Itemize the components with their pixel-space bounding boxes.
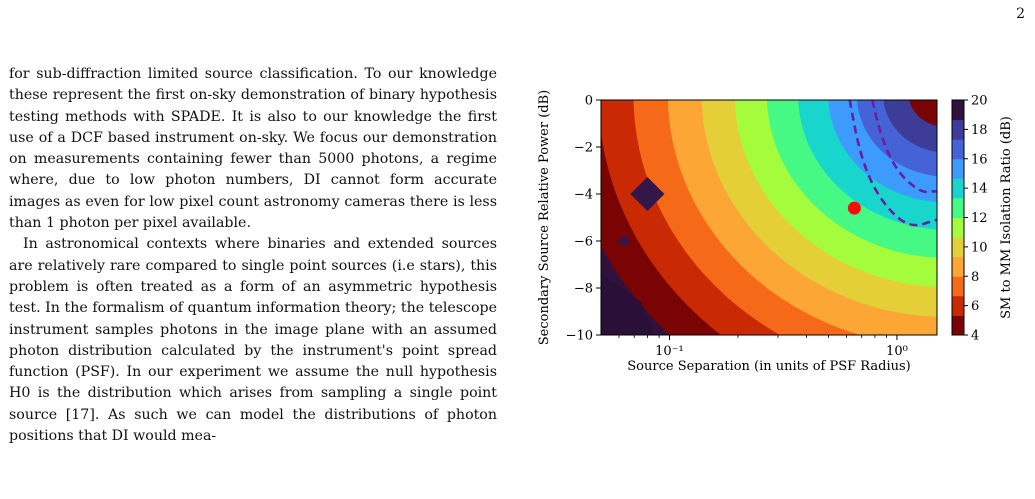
colorbar-segment [952, 178, 964, 199]
paragraph-2: In astronomical contexts where binaries … [9, 236, 497, 445]
colorbar-tick-label: 14 [971, 182, 988, 197]
colorbar-segment [952, 100, 964, 121]
text-column: for sub-diffraction limited source class… [9, 64, 497, 499]
y-tick-label: 0 [585, 94, 593, 109]
colorbar-segment [952, 295, 964, 316]
contour-artifact [601, 273, 654, 335]
y-tick-label: −4 [574, 188, 593, 203]
x-tick-label: 10⁰ [886, 344, 908, 359]
colorbar-tick-label: 8 [971, 270, 979, 285]
colorbar-segment [952, 139, 964, 160]
colorbar-segment [952, 158, 964, 179]
colorbar-tick-label: 12 [971, 211, 988, 226]
contour-artifact [617, 235, 630, 247]
colorbar-tick-label: 20 [971, 94, 988, 109]
colorbar-segment [952, 217, 964, 238]
colorbar-tick-label: 18 [971, 123, 988, 138]
contour-band [923, 100, 937, 114]
isolation-ratio-figure: 0 −2 −4 −6 −8 −10 10⁻¹ 10⁰ 20 18 16 14 12 10 8 6 4 Sourc… [537, 90, 1014, 374]
colorbar-label: SM to MM Isolation Ratio (dB) [999, 116, 1014, 319]
contour-artifact [630, 177, 665, 211]
colorbar-segment [952, 237, 964, 258]
plot-frame [600, 99, 938, 336]
x-tick-label: 10⁻¹ [655, 344, 684, 359]
y-tick-label: −10 [566, 329, 593, 344]
colorbar-tick-label: 4 [971, 329, 979, 344]
y-tick-label: −2 [574, 141, 593, 156]
dashed-contour-outer [848, 100, 937, 227]
x-axis-label: Source Separation (in units of PSF Radiu… [627, 359, 910, 374]
colorbar-segment [952, 256, 964, 277]
colorbar-tick-label: 10 [971, 240, 988, 255]
colorbar-tick-label: 6 [971, 299, 979, 314]
y-axis-label: Secondary Source Relative Power (dB) [537, 90, 552, 345]
colorbar-segment [952, 197, 964, 218]
page-number: 2 [1016, 6, 1025, 22]
measurement-marker [847, 201, 861, 215]
colorbar-segment [952, 315, 964, 336]
y-tick-label: −6 [574, 235, 593, 250]
paragraph-1: for sub-diffraction limited source class… [9, 66, 497, 232]
colorbar-segment [952, 119, 964, 140]
y-tick-label: −8 [574, 282, 593, 297]
colorbar-tick-label: 16 [971, 152, 988, 167]
colorbar-segment [952, 276, 964, 297]
